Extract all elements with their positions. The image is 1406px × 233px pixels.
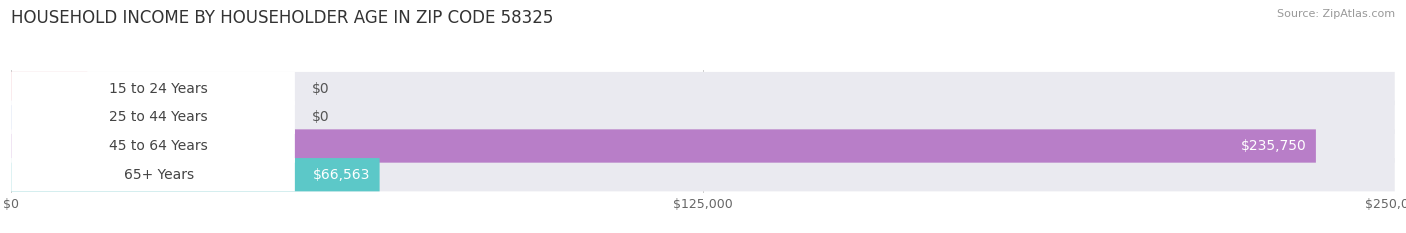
- Text: $0: $0: [312, 82, 329, 96]
- FancyBboxPatch shape: [11, 72, 1395, 105]
- FancyBboxPatch shape: [11, 158, 380, 191]
- FancyBboxPatch shape: [11, 101, 295, 134]
- Text: $0: $0: [312, 110, 329, 124]
- Text: $235,750: $235,750: [1240, 139, 1306, 153]
- FancyBboxPatch shape: [11, 101, 87, 134]
- Text: HOUSEHOLD INCOME BY HOUSEHOLDER AGE IN ZIP CODE 58325: HOUSEHOLD INCOME BY HOUSEHOLDER AGE IN Z…: [11, 9, 554, 27]
- FancyBboxPatch shape: [11, 72, 295, 105]
- FancyBboxPatch shape: [11, 101, 1395, 134]
- FancyBboxPatch shape: [11, 72, 87, 105]
- FancyBboxPatch shape: [11, 129, 1395, 163]
- FancyBboxPatch shape: [11, 158, 295, 191]
- FancyBboxPatch shape: [11, 129, 295, 163]
- Text: $66,563: $66,563: [312, 168, 370, 182]
- Text: 25 to 44 Years: 25 to 44 Years: [110, 110, 208, 124]
- FancyBboxPatch shape: [11, 129, 1316, 163]
- FancyBboxPatch shape: [11, 158, 1395, 191]
- Text: 45 to 64 Years: 45 to 64 Years: [110, 139, 208, 153]
- Text: 65+ Years: 65+ Years: [124, 168, 194, 182]
- Text: 15 to 24 Years: 15 to 24 Years: [110, 82, 208, 96]
- Text: Source: ZipAtlas.com: Source: ZipAtlas.com: [1277, 9, 1395, 19]
